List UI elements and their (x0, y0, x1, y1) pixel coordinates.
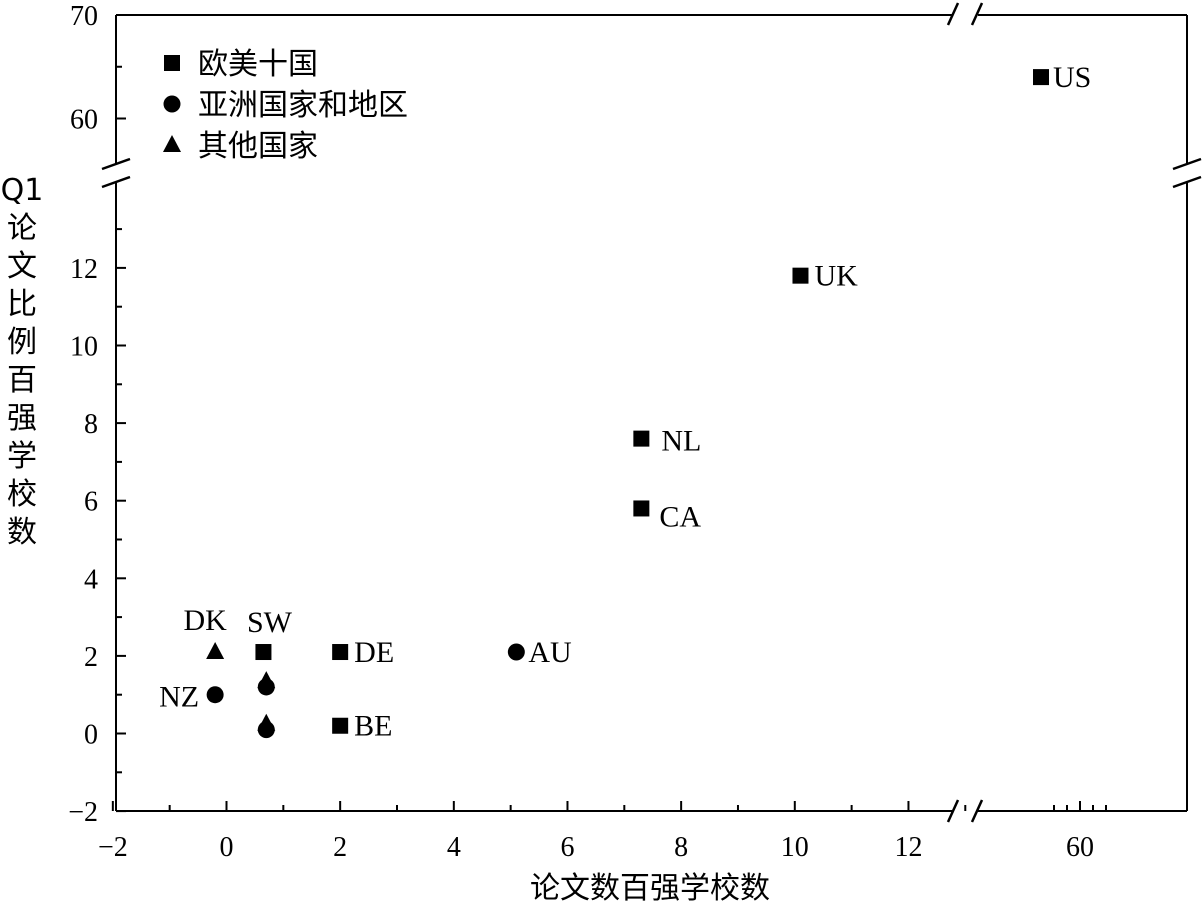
x-tick-label: 10 (781, 832, 809, 863)
point-label: NL (661, 425, 701, 458)
point-be (332, 717, 349, 734)
y-axis-title-glyph: 数 (7, 515, 37, 550)
tick-labels: −2 0 2 4 6 8 10 12 60 −2 0 2 4 6 8 10 12 60 70 (68, 1, 1094, 863)
point-label: BE (354, 710, 392, 743)
y-tick-label: 6 (84, 487, 98, 518)
break-mark (1172, 157, 1202, 171)
break-mark (101, 157, 131, 171)
point-label: DE (354, 636, 394, 669)
x-axis-title: 论文数百强学校数 (530, 871, 770, 906)
point-label: NZ (159, 681, 199, 714)
x-tick-label: 12 (894, 832, 922, 863)
x-tick-label: 6 (560, 832, 574, 863)
legend-label: 欧美十国 (198, 47, 318, 82)
y-tick-label: 2 (84, 642, 98, 673)
break-mark (946, 2, 960, 26)
point (257, 671, 276, 689)
point-label: UK (814, 260, 858, 293)
y-tick-label: −2 (68, 797, 98, 828)
plot-frame (115, 14, 1188, 812)
x-tick-label: −2 (98, 832, 128, 863)
point-label: AU (528, 636, 572, 669)
y-axis-title-glyph: 百 (7, 363, 37, 398)
y-tick-label: 8 (84, 409, 98, 440)
x-tick-label: 4 (447, 832, 461, 863)
point-nz (206, 686, 224, 704)
break-mark (1172, 175, 1202, 189)
y-axis-title-glyph: 比 (7, 287, 37, 322)
x-tick-label: 8 (674, 832, 688, 863)
y-tick-label: 0 (84, 720, 98, 751)
y-tick-label: 70 (70, 1, 98, 32)
point-label: CA (659, 500, 701, 533)
y-axis-title-glyph: 论 (7, 211, 37, 246)
point-ca (633, 500, 650, 517)
y-axis-title-glyph: 例 (7, 325, 37, 360)
point-us (1033, 69, 1049, 86)
legend-marker-circle (163, 95, 181, 113)
legend-marker-square (164, 55, 180, 71)
legend-label: 其他国家 (198, 129, 318, 164)
point-uk (792, 267, 809, 284)
point-label: DK (183, 604, 227, 637)
break-mark (970, 2, 984, 26)
y-axis-title-glyph: 校 (7, 477, 37, 512)
point-dk (206, 642, 225, 660)
point-label: SW (247, 606, 293, 639)
y-axis-title: Q1 论文比例百强学校数 (1, 173, 44, 550)
x-tick-label: 2 (333, 832, 347, 863)
legend-marker-triangle (163, 135, 181, 152)
point-nl (633, 430, 650, 447)
y-tick-label: 4 (84, 564, 98, 595)
y-tick-label: 12 (70, 254, 98, 285)
point-au (507, 643, 525, 661)
point-label: US (1053, 61, 1091, 94)
y-axis-title-glyph: 学 (7, 439, 37, 474)
x-tick-label: 0 (220, 832, 234, 863)
break-mark (101, 175, 131, 189)
axis-ticks (111, 14, 1107, 813)
y-tick-label: 10 (70, 332, 98, 363)
y-tick-label: 60 (70, 105, 98, 136)
x-tick-label: 60 (1066, 832, 1094, 863)
point-sw (255, 644, 272, 661)
data-points: US UK NL CA DE SW BE AU NZ DK (159, 61, 1091, 743)
point (257, 713, 276, 731)
point-de (332, 644, 349, 661)
y-axis-title-glyph: 强 (7, 401, 37, 436)
break-mark (970, 799, 984, 823)
axis-break-marks (101, 2, 1202, 823)
legend-label: 亚洲国家和地区 (198, 88, 408, 123)
y-axis-title-glyph: 文 (7, 249, 37, 284)
y-axis-title-glyph: Q1 (1, 173, 44, 208)
break-mark (946, 799, 960, 823)
